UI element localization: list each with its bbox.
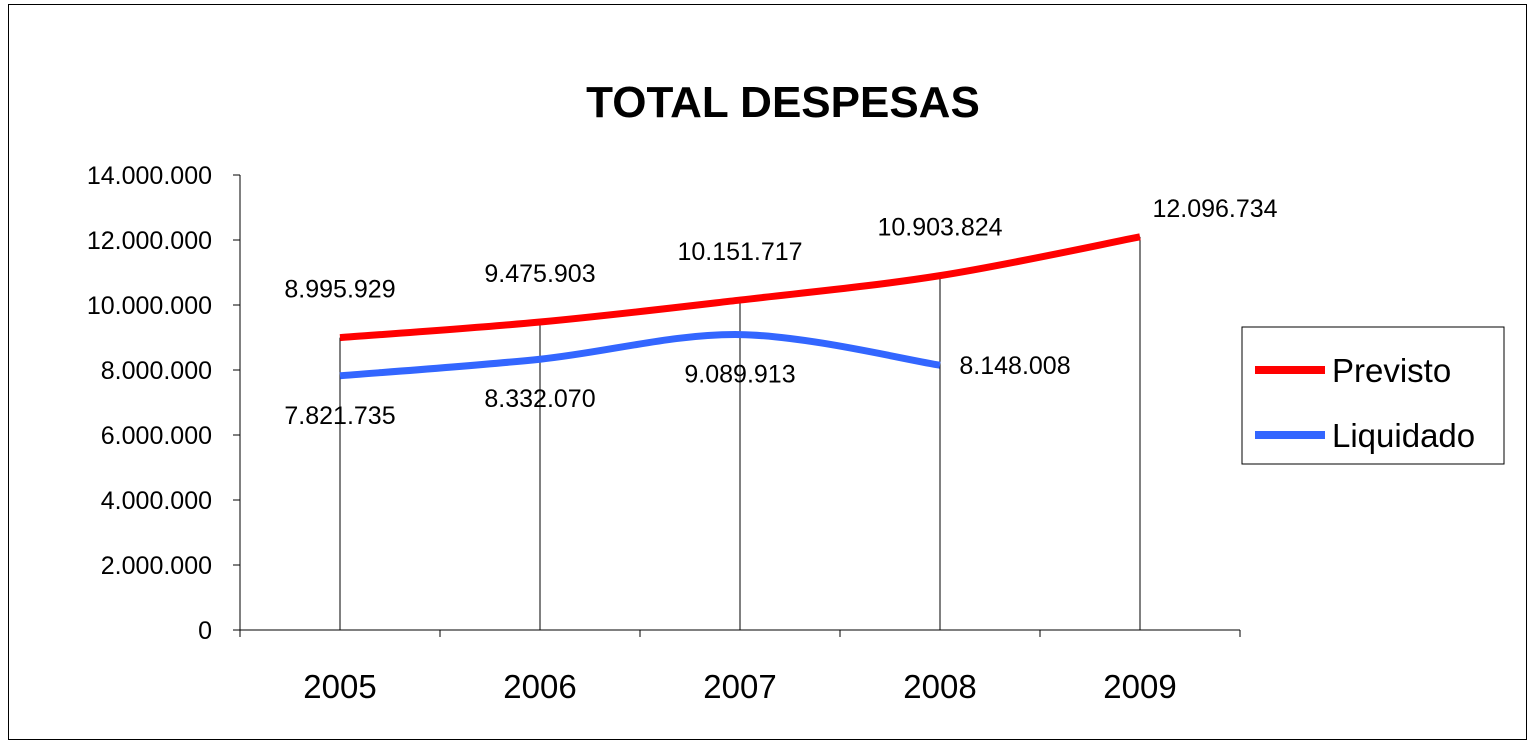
data-label-previsto: 9.475.903 [484,260,595,288]
y-tick-label: 14.000.000 [87,162,212,190]
data-label-previsto: 8.995.929 [284,276,395,304]
y-tick-label: 12.000.000 [87,227,212,255]
data-labels: 8.995.929 9.475.903 10.151.717 10.903.824 12… [284,195,1277,430]
data-label-previsto: 10.151.717 [677,238,802,266]
series-line-previsto [339,233,1141,342]
data-label-previsto: 10.903.824 [877,214,1002,242]
data-label-liquidado: 9.089.913 [684,361,795,389]
series-line-liquidado [339,331,941,380]
y-axis-ticks: 0 2.000.000 4.000.000 6.000.000 8.000.000 10.… [87,162,240,645]
x-tick-label: 2009 [1103,668,1176,705]
drop-lines [339,236,1141,630]
x-tick-label: 2006 [503,668,576,705]
y-tick-label: 0 [198,617,212,645]
y-tick-label: 2.000.000 [101,552,212,580]
y-tick-label: 10.000.000 [87,292,212,320]
x-tick-label: 2008 [903,668,976,705]
x-tick-label: 2007 [703,668,776,705]
x-tick-label: 2005 [303,668,376,705]
chart-title: TOTAL DESPESAS [586,78,980,127]
y-tick-label: 8.000.000 [101,357,212,385]
data-label-previsto: 12.096.734 [1152,195,1277,223]
y-tick-label: 6.000.000 [101,422,212,450]
data-label-liquidado: 8.148.008 [959,352,1070,380]
legend: Previsto Liquidado [1241,326,1505,465]
series-lines [339,233,1141,380]
data-label-liquidado: 8.332.070 [484,385,595,413]
x-axis-ticks: 2005 2006 2007 2008 2009 [239,630,1241,705]
data-label-liquidado: 7.821.735 [284,402,395,430]
legend-label-previsto: Previsto [1332,352,1451,389]
axes [239,175,1240,631]
y-tick-label: 4.000.000 [101,487,212,515]
legend-label-liquidado: Liquidado [1332,417,1475,454]
legend-box [1241,326,1505,465]
